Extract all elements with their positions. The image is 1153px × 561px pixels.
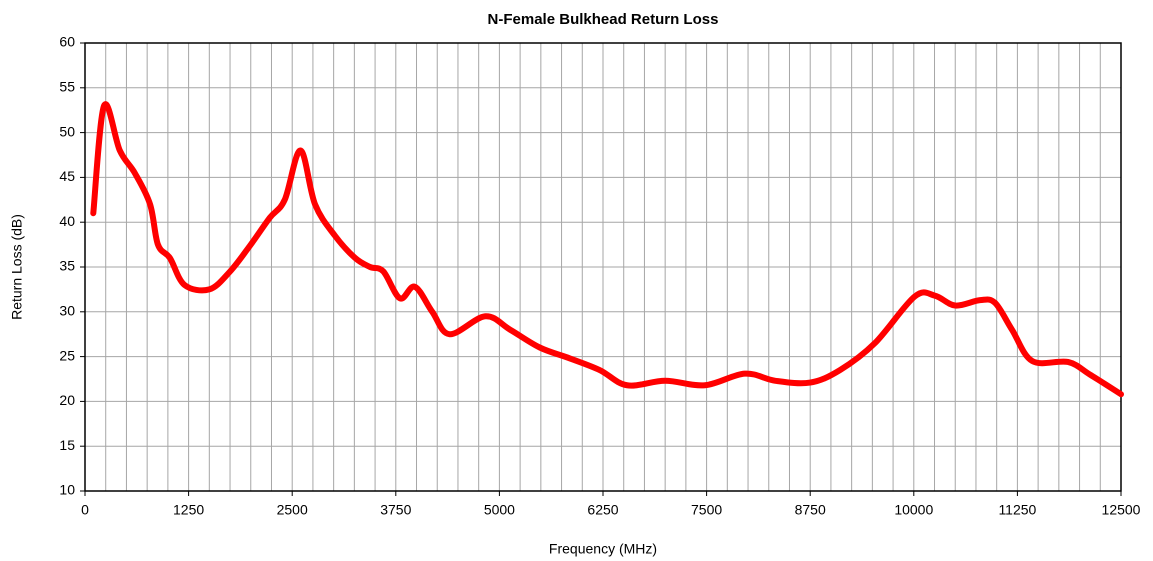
x-tick-label: 6250 — [587, 502, 618, 518]
y-tick-label: 55 — [59, 79, 75, 95]
x-tick-label: 0 — [81, 502, 89, 518]
x-tick-label: 8750 — [795, 502, 826, 518]
x-tick-label: 5000 — [484, 502, 515, 518]
data-line — [90, 101, 1124, 398]
y-tick-label: 45 — [59, 168, 75, 184]
y-tick-label: 50 — [59, 123, 75, 139]
x-tick-label: 2500 — [277, 502, 308, 518]
y-tick-label: 40 — [59, 213, 75, 229]
x-axis-label: Frequency (MHz) — [549, 541, 657, 557]
x-tick-label: 7500 — [691, 502, 722, 518]
y-tick-label: 10 — [59, 482, 75, 498]
y-tick-label: 60 — [59, 34, 75, 50]
chart-title: N-Female Bulkhead Return Loss — [488, 11, 719, 28]
y-tick-label: 35 — [59, 258, 75, 274]
x-tick-label: 1250 — [173, 502, 204, 518]
x-tick-label: 3750 — [380, 502, 411, 518]
y-tick-label: 30 — [59, 303, 75, 319]
plot-frame — [84, 42, 1122, 492]
y-tick-label: 20 — [59, 392, 75, 408]
y-tick-label: 25 — [59, 347, 75, 363]
x-tick-label: 11250 — [998, 502, 1036, 518]
x-tick-label: 12500 — [1102, 502, 1141, 518]
x-tick-label: 10000 — [894, 502, 933, 518]
y-axis-label: Return Loss (dB) — [9, 214, 25, 320]
y-tick-label: 15 — [59, 437, 75, 453]
